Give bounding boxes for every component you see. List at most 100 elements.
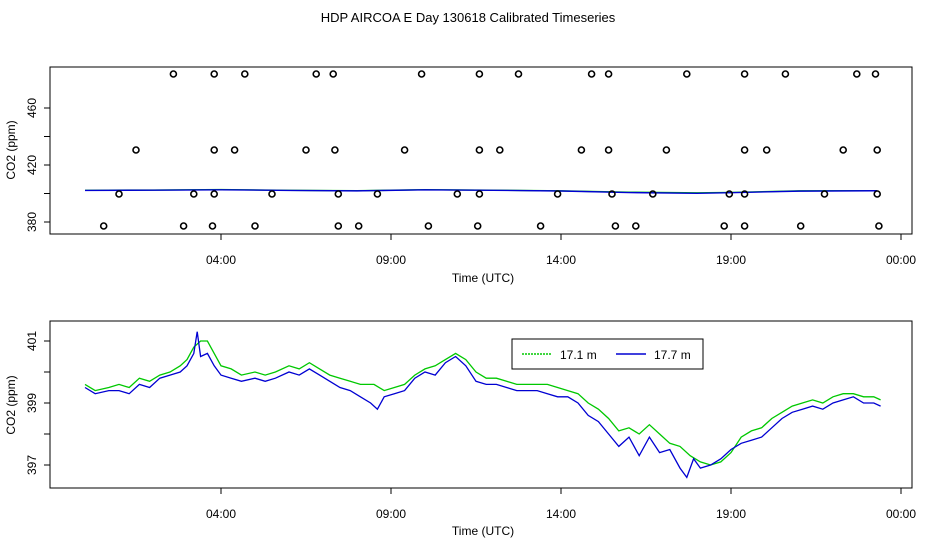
calibration-point-high [781, 70, 790, 78]
calibration-point-high [475, 70, 484, 78]
calibration-point-low [179, 222, 188, 230]
x-tick-label: 14:00 [546, 507, 576, 521]
timeseries-y-axis: 397 399 401 [25, 331, 50, 475]
y-tick-label: 460 [25, 98, 39, 118]
calibration-point-low [334, 222, 343, 230]
legend: 17.1 m 17.7 m [511, 338, 704, 370]
calibration-point-ref [190, 190, 198, 198]
calibration-point-high [514, 70, 523, 78]
series-line-17-7 [84, 331, 881, 479]
y-tick-label: 420 [25, 155, 39, 175]
calibration-point-low [875, 222, 883, 230]
calibration-point-high [312, 70, 321, 78]
calibration-point-high [852, 70, 861, 78]
x-tick-label: 09:00 [376, 253, 406, 267]
calibration-point-ref [268, 190, 276, 198]
calibration-point-mid [495, 146, 504, 154]
calibration-point-low [740, 222, 749, 230]
calibration-trace-trace_17_7 [84, 189, 878, 194]
calibration-y-axis: 380 420 460 [25, 98, 50, 232]
calibration-points [99, 70, 883, 230]
timeseries-x-axis: 04:00 09:00 14:00 19:00 00:00 [206, 488, 916, 521]
y-tick-label: 401 [25, 331, 39, 351]
x-tick-label: 19:00 [716, 253, 746, 267]
calibration-point-low [796, 222, 805, 230]
calibration-point-mid [475, 146, 484, 154]
calibration-point-ref [820, 190, 829, 198]
calibration-point-ref [334, 190, 343, 198]
calibration-point-mid [210, 146, 218, 154]
calibration-point-low [536, 222, 545, 230]
calibration-point-ref [740, 190, 749, 198]
calibration-point-high [604, 70, 613, 78]
calibration-point-mid [132, 146, 140, 154]
calibration-point-low [720, 222, 729, 230]
calibration-point-low [611, 222, 620, 230]
calibration-point-mid [762, 146, 771, 154]
calibration-point-ref [210, 190, 218, 198]
calibration-point-low [99, 222, 108, 230]
calibration-point-low [473, 222, 482, 230]
y-tick-label: 397 [25, 455, 39, 475]
x-tick-label: 04:00 [206, 507, 236, 521]
calibration-point-ref [453, 190, 462, 198]
legend-label-17-7: 17.7 m [654, 348, 691, 362]
x-tick-label: 04:00 [206, 253, 236, 267]
calibration-point-high [682, 70, 691, 78]
x-tick-label: 14:00 [546, 253, 576, 267]
calibration-point-low [354, 222, 363, 230]
series-line-17-1 [84, 340, 881, 466]
calibration-panel: 04:00 09:00 14:00 19:00 00:00 380 420 460 Time… [4, 66, 916, 285]
calibration-point-high [329, 70, 338, 78]
timeseries-lines [84, 331, 881, 479]
calibration-point-mid [604, 146, 613, 154]
calibration-point-ref [553, 190, 562, 198]
calibration-point-low [424, 222, 433, 230]
calibration-point-ref [608, 190, 616, 198]
y-tick-label: 380 [25, 212, 39, 232]
calibration-point-mid [577, 146, 586, 154]
calibration-point-high [587, 70, 596, 78]
calibration-point-ref [725, 190, 734, 198]
calibration-point-ref [115, 190, 123, 198]
calibration-point-high [241, 70, 249, 78]
x-tick-label: 09:00 [376, 507, 406, 521]
calibration-point-mid [662, 146, 671, 154]
calibration-point-high [740, 70, 749, 78]
x-tick-label: 00:00 [886, 507, 916, 521]
calibration-x-label: Time (UTC) [452, 271, 514, 285]
y-tick-label: 399 [25, 393, 39, 413]
calibration-point-mid [302, 146, 310, 154]
calibration-point-ref [648, 190, 657, 198]
calibration-point-low [208, 222, 217, 230]
calibration-point-mid [740, 146, 749, 154]
calibration-point-high [169, 70, 178, 78]
calibration-traces [84, 188, 878, 194]
timeseries-y-label: CO2 (ppm) [4, 375, 18, 434]
timeseries-plot-frame [49, 320, 913, 489]
calibration-point-low [631, 222, 640, 230]
calibration-point-low [251, 222, 259, 230]
calibration-point-ref [475, 190, 484, 198]
calibration-point-ref [373, 190, 382, 198]
calibration-y-label: CO2 (ppm) [4, 120, 18, 179]
calibration-point-mid [331, 146, 339, 154]
calibration-point-mid [230, 146, 239, 154]
legend-box [511, 338, 704, 370]
x-tick-label: 00:00 [886, 253, 916, 267]
timeseries-panel: 04:00 09:00 14:00 19:00 00:00 397 399 401 Time… [4, 320, 916, 538]
calibration-point-high [871, 70, 880, 78]
calibration-point-ref [873, 190, 882, 198]
legend-label-17-1: 17.1 m [560, 348, 597, 362]
calibration-point-high [210, 70, 218, 78]
calibration-point-mid [839, 146, 848, 154]
timeseries-x-label: Time (UTC) [452, 524, 514, 538]
calibration-plot-frame [49, 66, 913, 235]
calibration-x-axis: 04:00 09:00 14:00 19:00 00:00 [206, 234, 916, 267]
calibration-point-high [417, 70, 426, 78]
x-tick-label: 19:00 [716, 507, 746, 521]
calibration-point-mid [400, 146, 409, 154]
page-title: HDP AIRCOA E Day 130618 Calibrated Times… [321, 10, 616, 25]
calibration-point-mid [873, 146, 882, 154]
